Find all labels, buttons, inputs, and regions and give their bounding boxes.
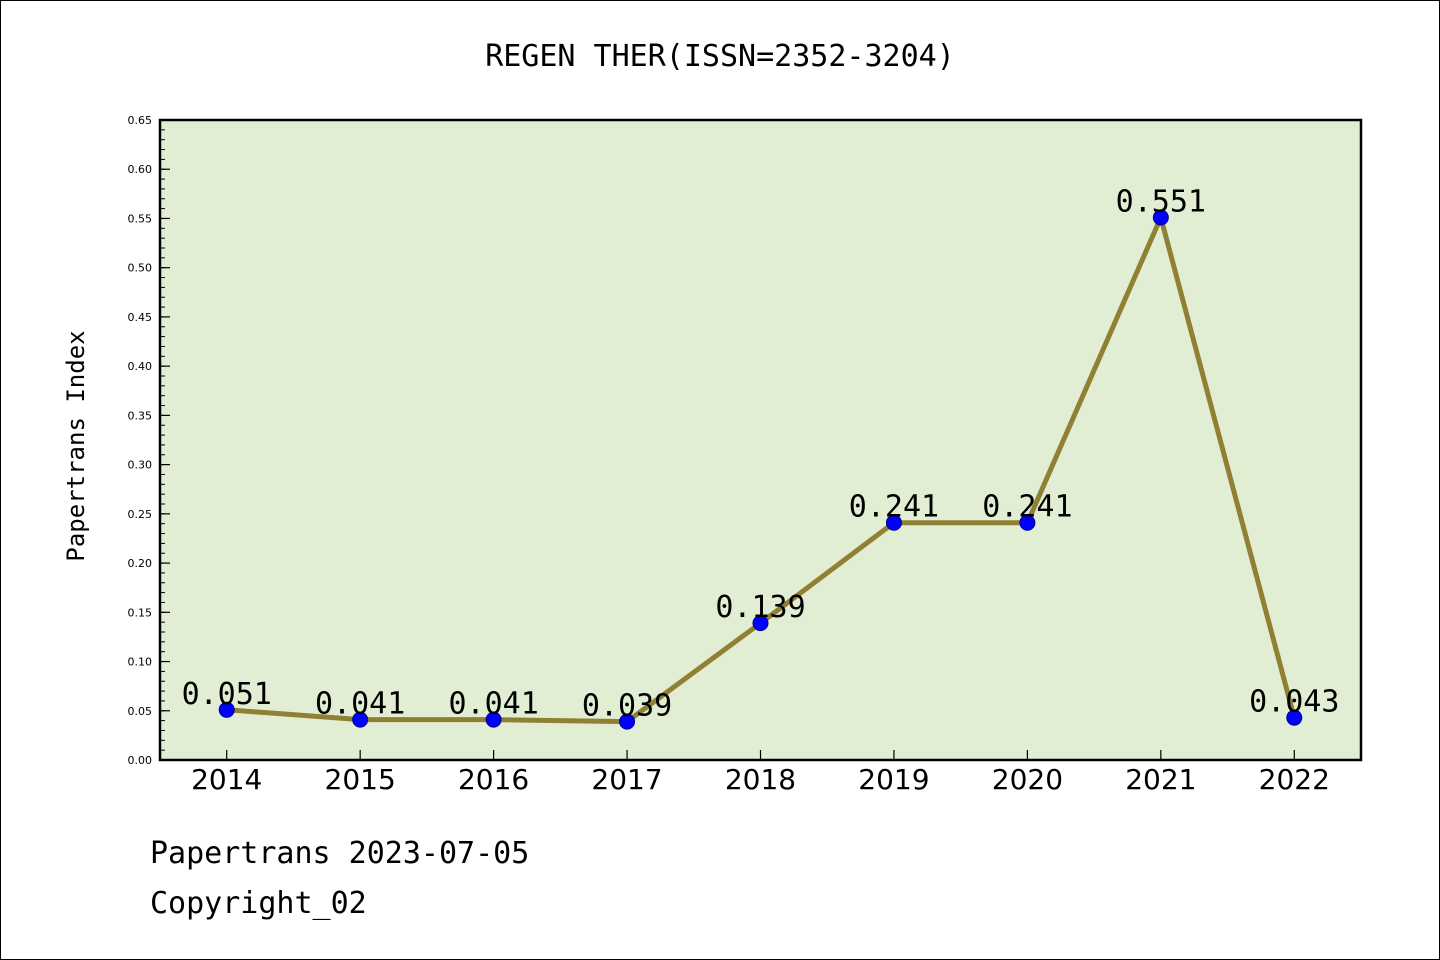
chart-title: REGEN THER(ISSN=2352-3204) — [485, 39, 955, 74]
x-tick-label: 2017 — [591, 763, 662, 796]
y-tick-label: 0.10 — [128, 656, 153, 669]
plot-area: 0.00 0.05 0.10 0.15 0.20 0.25 0.30 0.35 0.40 0.45… — [128, 114, 1363, 796]
y-tick-label: 0.35 — [128, 409, 153, 422]
y-tick-label: 0.55 — [128, 212, 153, 225]
data-label: 0.241 — [849, 490, 939, 525]
x-tick-label: 2015 — [325, 763, 396, 796]
x-tick-label: 2020 — [992, 763, 1063, 796]
y-tick-label: 0.20 — [128, 557, 153, 570]
x-tick-label: 2016 — [458, 763, 529, 796]
data-label: 0.041 — [448, 687, 538, 722]
data-point — [352, 711, 369, 728]
x-tick-label: 2022 — [1259, 763, 1330, 796]
data-point — [1286, 709, 1303, 726]
data-point — [1152, 209, 1169, 226]
y-tick-label: 0.15 — [128, 606, 153, 619]
data-point — [1019, 514, 1036, 531]
footer-date-text: Papertrans 2023-07-05 — [150, 836, 530, 871]
data-label: 0.041 — [315, 687, 405, 722]
y-tick-label: 0.30 — [128, 459, 153, 472]
y-tick-label: 0.45 — [128, 311, 153, 324]
data-point — [218, 701, 235, 718]
y-tick-label: 0.00 — [128, 754, 153, 767]
y-tick-label: 0.40 — [128, 360, 153, 373]
data-point — [619, 713, 636, 730]
x-tick-label: 2021 — [1125, 763, 1196, 796]
y-axis-label: Papertrans Index — [62, 330, 90, 561]
y-tick-label: 0.65 — [128, 114, 153, 127]
data-label: 0.551 — [1116, 184, 1206, 219]
data-point — [752, 615, 769, 632]
y-tick-label: 0.50 — [128, 262, 153, 275]
data-label: 0.241 — [982, 490, 1072, 525]
x-tick-label: 2014 — [191, 763, 262, 796]
data-label: 0.039 — [582, 689, 672, 724]
data-label: 0.043 — [1249, 685, 1339, 720]
data-label: 0.139 — [715, 590, 805, 625]
data-point — [485, 711, 502, 728]
y-tick-label: 0.60 — [128, 163, 153, 176]
plot-border — [158, 118, 1363, 762]
x-tick-label: 2018 — [725, 763, 796, 796]
data-point — [885, 514, 902, 531]
x-tick-label: 2019 — [858, 763, 929, 796]
y-tick-label: 0.05 — [128, 705, 153, 718]
footer-copyright-text: Copyright_02 — [150, 886, 367, 921]
data-label: 0.051 — [182, 677, 272, 712]
y-tick-label: 0.25 — [128, 508, 153, 521]
